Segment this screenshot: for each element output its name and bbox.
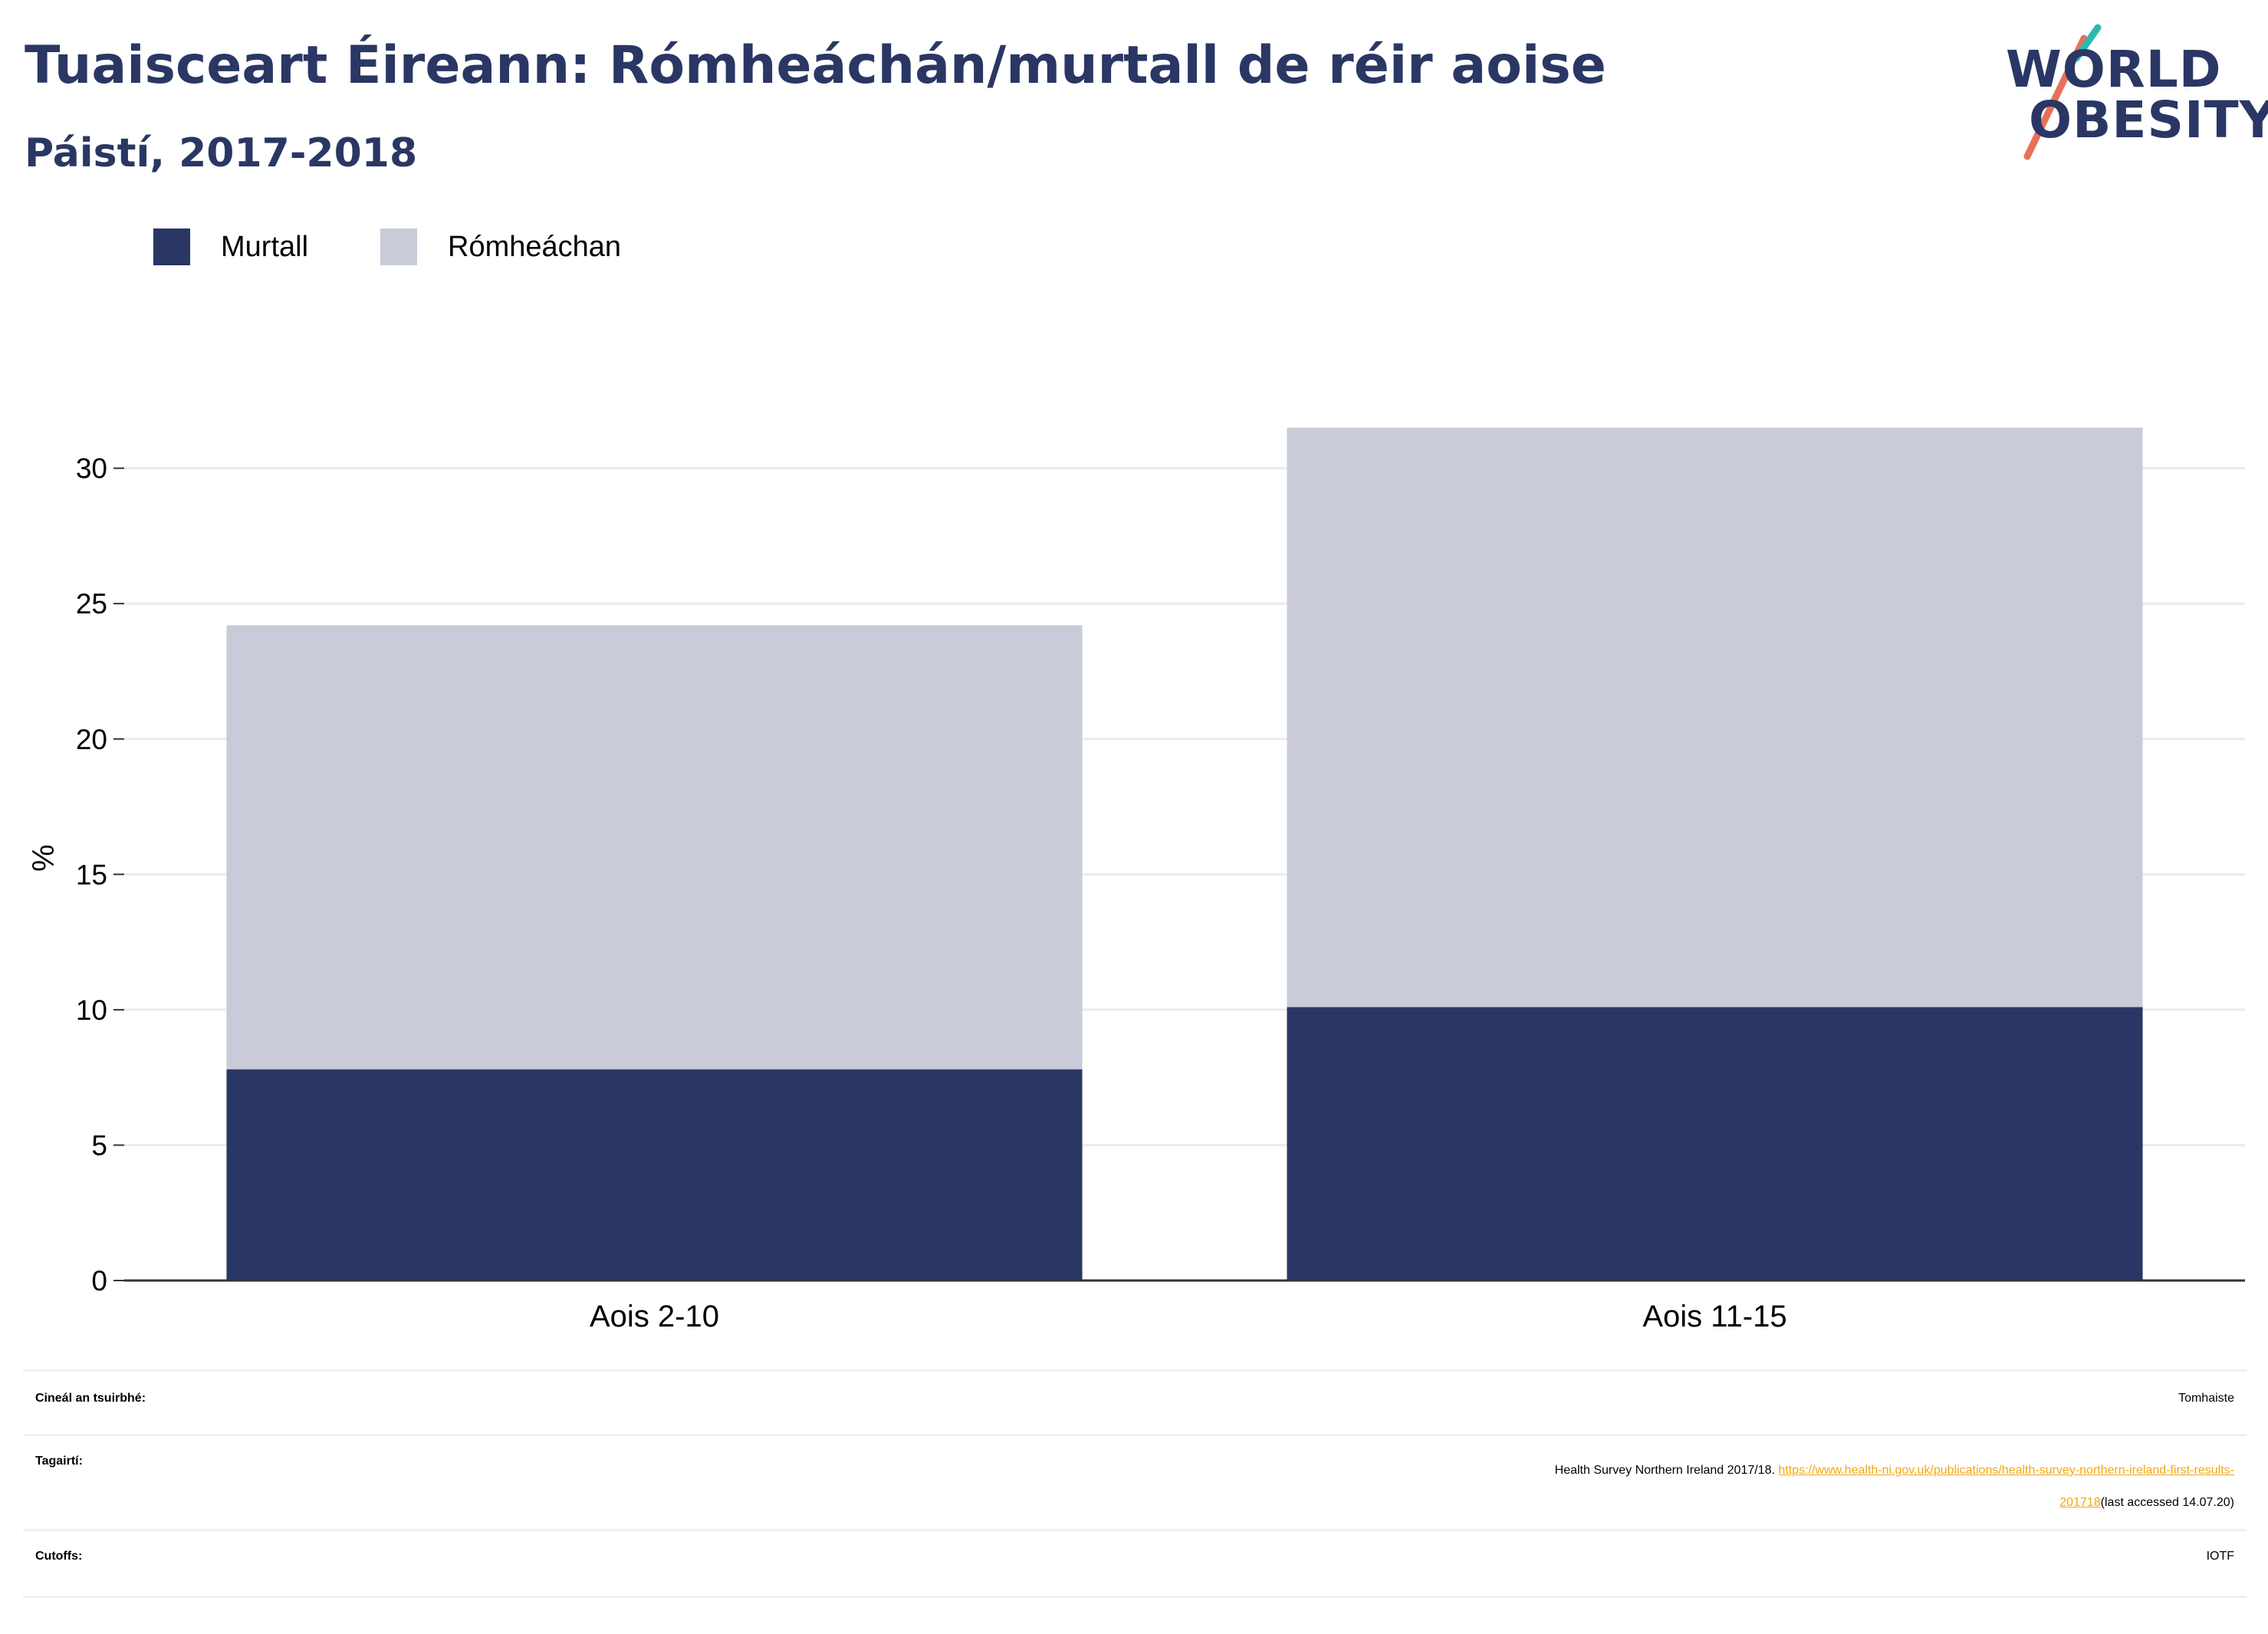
legend: Murtall Rómheáchan bbox=[153, 228, 658, 265]
y-tick-label: 25 bbox=[76, 588, 107, 620]
references-value: Health Survey Northern Ireland 2017/18. … bbox=[1555, 1455, 2234, 1519]
y-tick-label: 20 bbox=[76, 724, 107, 755]
x-tick-label: Aois 11-15 bbox=[1642, 1300, 1786, 1333]
legend-item-romheachan[interactable]: Rómheáchan bbox=[380, 228, 621, 265]
chart-title: Tuaisceart Éireann: Rómheáchán/murtall d… bbox=[25, 35, 1606, 96]
references-text: Health Survey Northern Ireland 2017/18. bbox=[1554, 1464, 1779, 1477]
bar-romheachan-0 bbox=[226, 625, 1083, 1070]
references-link-continued[interactable]: 201718 bbox=[2059, 1496, 2101, 1509]
y-tick-label: 30 bbox=[76, 453, 107, 485]
legend-swatch-romheachan bbox=[380, 228, 418, 265]
legend-item-murtall[interactable]: Murtall bbox=[153, 228, 308, 265]
world-obesity-logo: WORLD OBESITY bbox=[2001, 23, 2268, 161]
y-tick-label: 10 bbox=[76, 995, 107, 1026]
survey-type-label: Cineál an tsuirbhé: bbox=[35, 1392, 146, 1405]
legend-label-romheachan: Rómheáchan bbox=[448, 230, 622, 263]
meta-row-references: Tagairtí: Health Survey Northern Ireland… bbox=[23, 1434, 2247, 1531]
references-suffix: (last accessed 14.07.20) bbox=[2100, 1496, 2234, 1509]
meta-row-survey-type: Cineál an tsuirbhé: Tomhaiste bbox=[23, 1369, 2247, 1436]
logo-line-1: WORLD bbox=[2006, 40, 2222, 99]
y-tick-label: 5 bbox=[91, 1129, 107, 1161]
legend-label-murtall: Murtall bbox=[221, 230, 309, 263]
logo-line-2: OBESITY bbox=[2029, 90, 2268, 150]
legend-swatch-murtall bbox=[153, 228, 190, 265]
references-link[interactable]: https://www.health-ni.gov.uk/publication… bbox=[1778, 1464, 2234, 1477]
bar-murtall-1 bbox=[1287, 1007, 2143, 1281]
chart-subtitle: Páistí, 2017-2018 bbox=[25, 130, 418, 176]
survey-type-value: Tomhaiste bbox=[2178, 1392, 2234, 1405]
y-tick-label: 15 bbox=[76, 859, 107, 890]
references-label: Tagairtí: bbox=[35, 1455, 83, 1468]
bar-murtall-0 bbox=[226, 1069, 1083, 1281]
cutoffs-label: Cutoffs: bbox=[35, 1550, 83, 1563]
cutoffs-value: IOTF bbox=[2206, 1550, 2234, 1563]
y-axis-label: % bbox=[27, 844, 61, 872]
stacked-bar-chart: 0 5 10 15 20 25 30% Aois 2-10 Aois 11-15 bbox=[27, 427, 2245, 1333]
meta-row-cutoffs: Cutoffs: IOTF bbox=[23, 1529, 2247, 1598]
x-tick-label: Aois 2-10 bbox=[590, 1300, 719, 1333]
y-tick-label: 0 bbox=[91, 1265, 107, 1297]
bar-romheachan-1 bbox=[1287, 427, 2143, 1008]
